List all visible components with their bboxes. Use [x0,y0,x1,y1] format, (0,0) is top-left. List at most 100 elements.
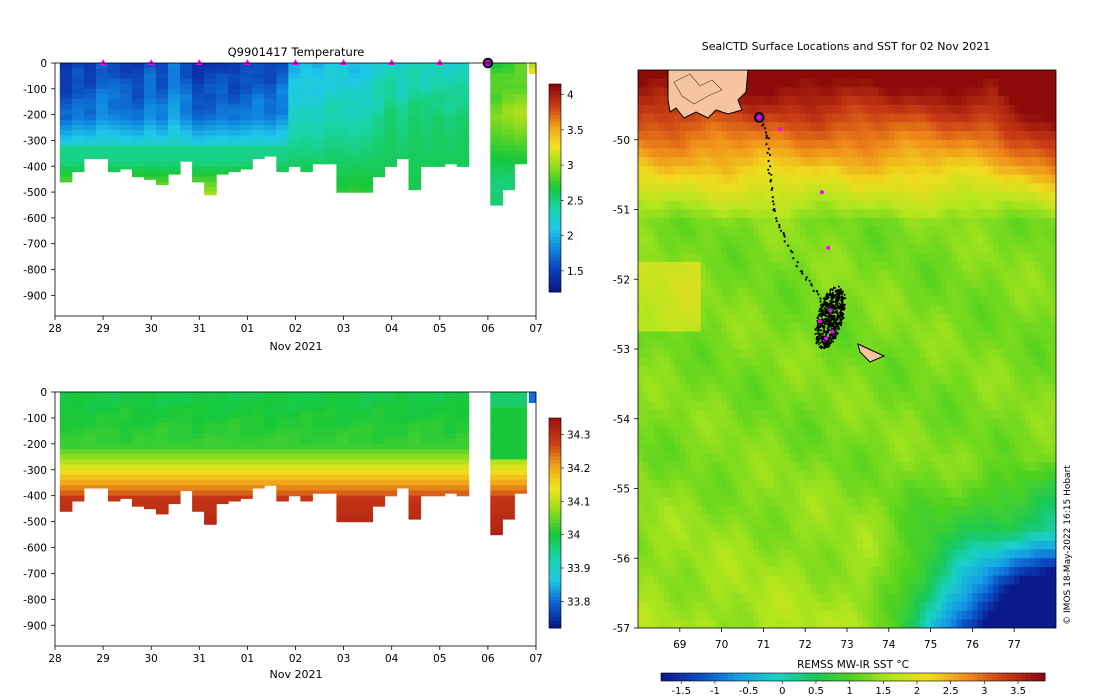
profile-cell [264,83,277,90]
sst-cell [1040,349,1046,359]
profile-cell [71,490,85,497]
sst-cell [779,183,785,193]
profile-cell [216,423,229,429]
sst-cell [773,349,780,359]
sst-cell [831,157,837,167]
sst-cell [867,183,874,193]
profile-cell [300,433,313,440]
sst-cell [951,383,958,394]
profile-cell [276,114,289,121]
sst-cell [1050,305,1056,315]
salinity-colorbar-swatch [549,593,561,597]
profile-cell [396,150,410,157]
profile-cell [216,130,229,136]
profile-cell [432,454,446,460]
profile-cell [71,99,85,105]
profile-cell [348,490,361,497]
profile-cell [156,459,169,466]
sst-cell [721,375,728,385]
sst-cell [800,322,806,332]
sst-cell [883,148,890,158]
profile-cell [384,114,398,121]
sst-cell [852,174,858,184]
profile-cell [83,135,97,142]
sst-cell [847,104,853,115]
salinity-colorbar-swatch [549,442,561,447]
sst-cell [805,253,811,263]
sst-cell [899,314,905,324]
sst-cell [763,78,770,88]
sst-cell [857,87,864,97]
sst-cell [894,192,900,202]
profile-cell [408,104,422,111]
sst-cell [956,305,963,315]
sst-cell [789,314,796,324]
sst-cell [664,183,670,193]
profile-cell [384,438,398,445]
profile-cell [95,94,109,100]
sst-cell [1024,401,1031,411]
profile-cell [95,423,109,429]
sst-cell [674,148,681,158]
profile-cell [132,94,145,100]
sst-cell [962,375,968,385]
sst-cell [1040,183,1046,193]
profile-cell [107,99,121,105]
sst-cell [951,226,958,237]
sst-cell [784,165,790,176]
profile-cell [408,516,422,520]
sst-cell [669,209,676,219]
sst-cell [852,253,858,263]
sst-cell [956,218,963,228]
sst-cell [956,226,963,237]
sst-cell [815,209,822,219]
sst-cell [1029,209,1036,219]
profile-cell [216,417,229,424]
profile-cell [59,469,73,476]
profile-cell [228,73,241,80]
sst-cell [737,270,743,280]
sst-cell [711,296,717,306]
profile-cell [192,438,205,445]
sst-cell [805,113,811,123]
sst-cell [779,200,785,210]
sst-cell [831,104,837,115]
profile-cell [180,474,193,481]
sst-cell [873,209,879,219]
sst-cell [711,288,717,298]
sst-cell [941,322,947,332]
profile-cell [240,119,253,126]
sst-cell [737,244,743,254]
profile-cell [396,443,410,450]
profile-cell [83,443,97,450]
sst-cell [794,122,801,132]
sst-cell [815,70,822,80]
profile-cell [336,511,349,517]
sst-cell [878,192,885,202]
profile-cell [288,68,301,74]
profile-cell [132,63,145,69]
sst-cell [836,296,843,306]
profile-cell [432,155,446,162]
salinity-colorbar-label: 34.3 [567,430,590,442]
sst-cell [914,375,921,385]
sst-cell [784,375,790,385]
profile-cell [456,474,470,481]
sst-cell [1035,96,1041,106]
sst-cell [685,122,691,132]
sst-cell [1014,96,1020,106]
profile-cell [432,397,446,403]
sst-cell [815,192,822,202]
sst-cell [794,305,801,315]
sst-cell [705,392,712,402]
sst-cell [1045,401,1052,411]
sst-cell [972,139,979,149]
sst-cell [737,349,743,359]
profile-cell [336,78,349,85]
sst-cell [841,314,848,324]
profile-cell [132,480,145,486]
sst-cell [998,96,1005,106]
sst-cell [711,270,717,280]
sst-cell [951,322,958,332]
sst-cell [925,314,932,324]
